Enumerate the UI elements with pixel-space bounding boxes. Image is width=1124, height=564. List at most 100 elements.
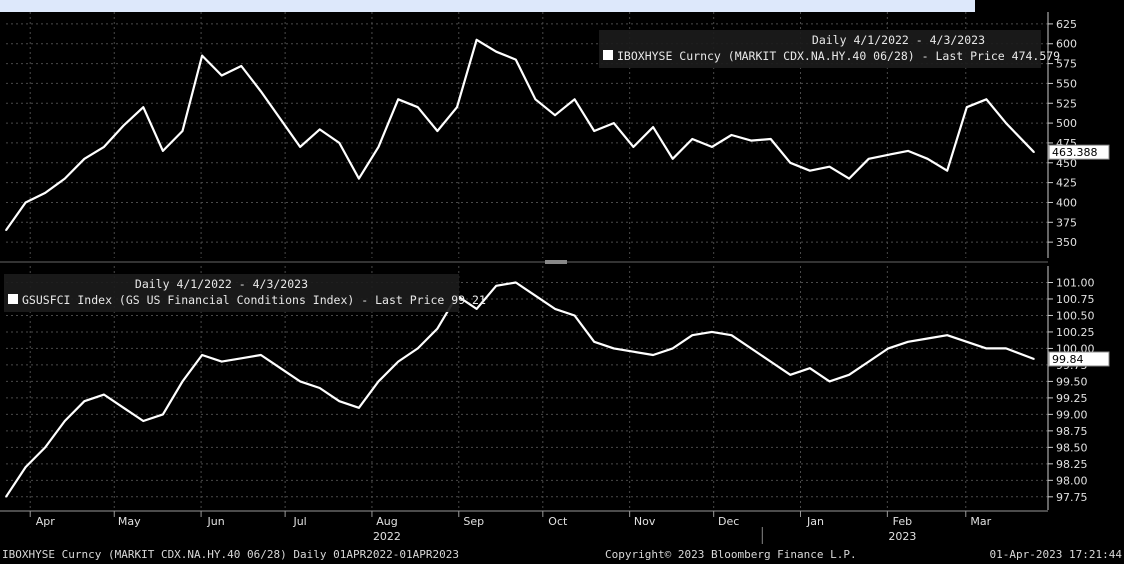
data-point [514, 58, 517, 61]
data-point [162, 413, 164, 416]
data-point [809, 367, 811, 370]
data-point [691, 138, 694, 140]
data-point [299, 380, 301, 383]
legend: Daily 4/1/2022 - 4/3/2023 GSUSFCI Index (… [4, 274, 486, 312]
data-point [64, 420, 66, 422]
data-point [397, 360, 399, 363]
data-point [769, 360, 772, 363]
data-point [730, 334, 733, 337]
data-point [554, 308, 556, 310]
y-tick-label: 98.25 [1056, 458, 1088, 471]
data-point [24, 466, 27, 468]
data-point [103, 146, 105, 148]
data-point [338, 400, 341, 402]
y-tick-label: 100.50 [1056, 309, 1095, 322]
data-point [377, 146, 380, 148]
chart-area: 350375400425450475500525550575600625463.… [0, 12, 1110, 544]
data-point [162, 150, 164, 152]
y-tick-label: 525 [1056, 97, 1077, 110]
bottom-panel: 97.75 98.00 98.25 98.50 98.75 99.00 99.25 99.50… [4, 266, 1110, 510]
x-tick-label: Feb [893, 515, 912, 528]
data-point [554, 114, 556, 116]
data-point [220, 74, 223, 77]
data-point [436, 130, 439, 132]
y-tick-label: 100.75 [1056, 293, 1095, 306]
data-point [377, 380, 380, 383]
data-point [711, 146, 713, 148]
data-point [573, 98, 576, 101]
footer-timestamp: 01-Apr-2023 17:21:44 [989, 548, 1122, 561]
data-point [358, 406, 360, 409]
data-point [613, 347, 615, 350]
data-point [965, 341, 968, 343]
data-point [201, 354, 203, 356]
data-point [848, 374, 850, 376]
legend-series-label: IBOXHYSE Curncy (MARKIT CDX.NA.HY.40 06/… [617, 49, 1060, 63]
data-point [338, 142, 341, 144]
data-point [946, 334, 948, 337]
data-point [83, 158, 86, 160]
data-point [769, 138, 772, 140]
panel-resize-handle[interactable] [545, 260, 567, 264]
x-tick-label: Dec [718, 515, 739, 528]
x-tick-label: Jul [292, 515, 306, 528]
data-point [828, 380, 831, 383]
data-point [593, 130, 596, 132]
data-point [985, 347, 988, 350]
footer-bar: IBOXHYSE Curncy (MARKIT CDX.NA.HY.40 06/… [0, 546, 1124, 564]
y-tick-label: 575 [1056, 58, 1077, 71]
data-point [907, 150, 909, 152]
data-point [495, 284, 497, 287]
legend-swatch [8, 294, 18, 304]
y-tick-label: 350 [1056, 236, 1077, 249]
data-point [299, 146, 301, 148]
y-tick-label: 600 [1056, 38, 1077, 51]
data-point [44, 192, 47, 194]
data-point [691, 334, 694, 337]
data-point [5, 496, 7, 498]
x-tick-label: Mar [970, 515, 991, 528]
data-point [358, 177, 360, 180]
data-point [240, 357, 243, 360]
data-point [240, 65, 243, 67]
data-point [122, 124, 125, 127]
data-point [416, 106, 419, 109]
y-tick-label: 400 [1056, 196, 1077, 209]
data-point [142, 106, 145, 109]
x-tick-label: Sep [463, 515, 484, 528]
data-point [828, 165, 831, 168]
x-tick-label: Apr [36, 515, 56, 528]
data-point [5, 229, 7, 232]
data-point [985, 98, 988, 101]
data-point [632, 350, 635, 353]
y-tick-label: 99.25 [1056, 392, 1088, 405]
y-tick-label: 450 [1056, 157, 1077, 170]
data-point [867, 360, 870, 363]
y-tick-label: 99.50 [1056, 375, 1088, 388]
data-point [750, 139, 752, 142]
data-point [652, 354, 654, 356]
data-point [887, 347, 890, 350]
legend-box [599, 30, 1041, 68]
data-point [1005, 347, 1007, 350]
legend-title: Daily 4/1/2022 - 4/3/2023 [812, 33, 985, 47]
data-point [1033, 151, 1035, 153]
last-value-badge: 99.84 [1048, 351, 1110, 367]
last-value-text: 463.388 [1052, 146, 1098, 159]
data-point [201, 54, 203, 57]
data-point [632, 146, 635, 148]
data-point [122, 406, 125, 409]
x-tick-label: Oct [548, 515, 568, 528]
data-point [730, 134, 733, 136]
legend-swatch [603, 50, 613, 60]
legend-box [4, 274, 459, 312]
data-point [652, 126, 654, 128]
data-point [44, 446, 47, 449]
data-point [671, 158, 674, 160]
top-banner [0, 0, 975, 12]
data-point [907, 341, 909, 343]
data-point [83, 400, 86, 402]
data-point [416, 347, 419, 350]
y-tick-label: 625 [1056, 18, 1077, 31]
data-point [475, 38, 478, 41]
